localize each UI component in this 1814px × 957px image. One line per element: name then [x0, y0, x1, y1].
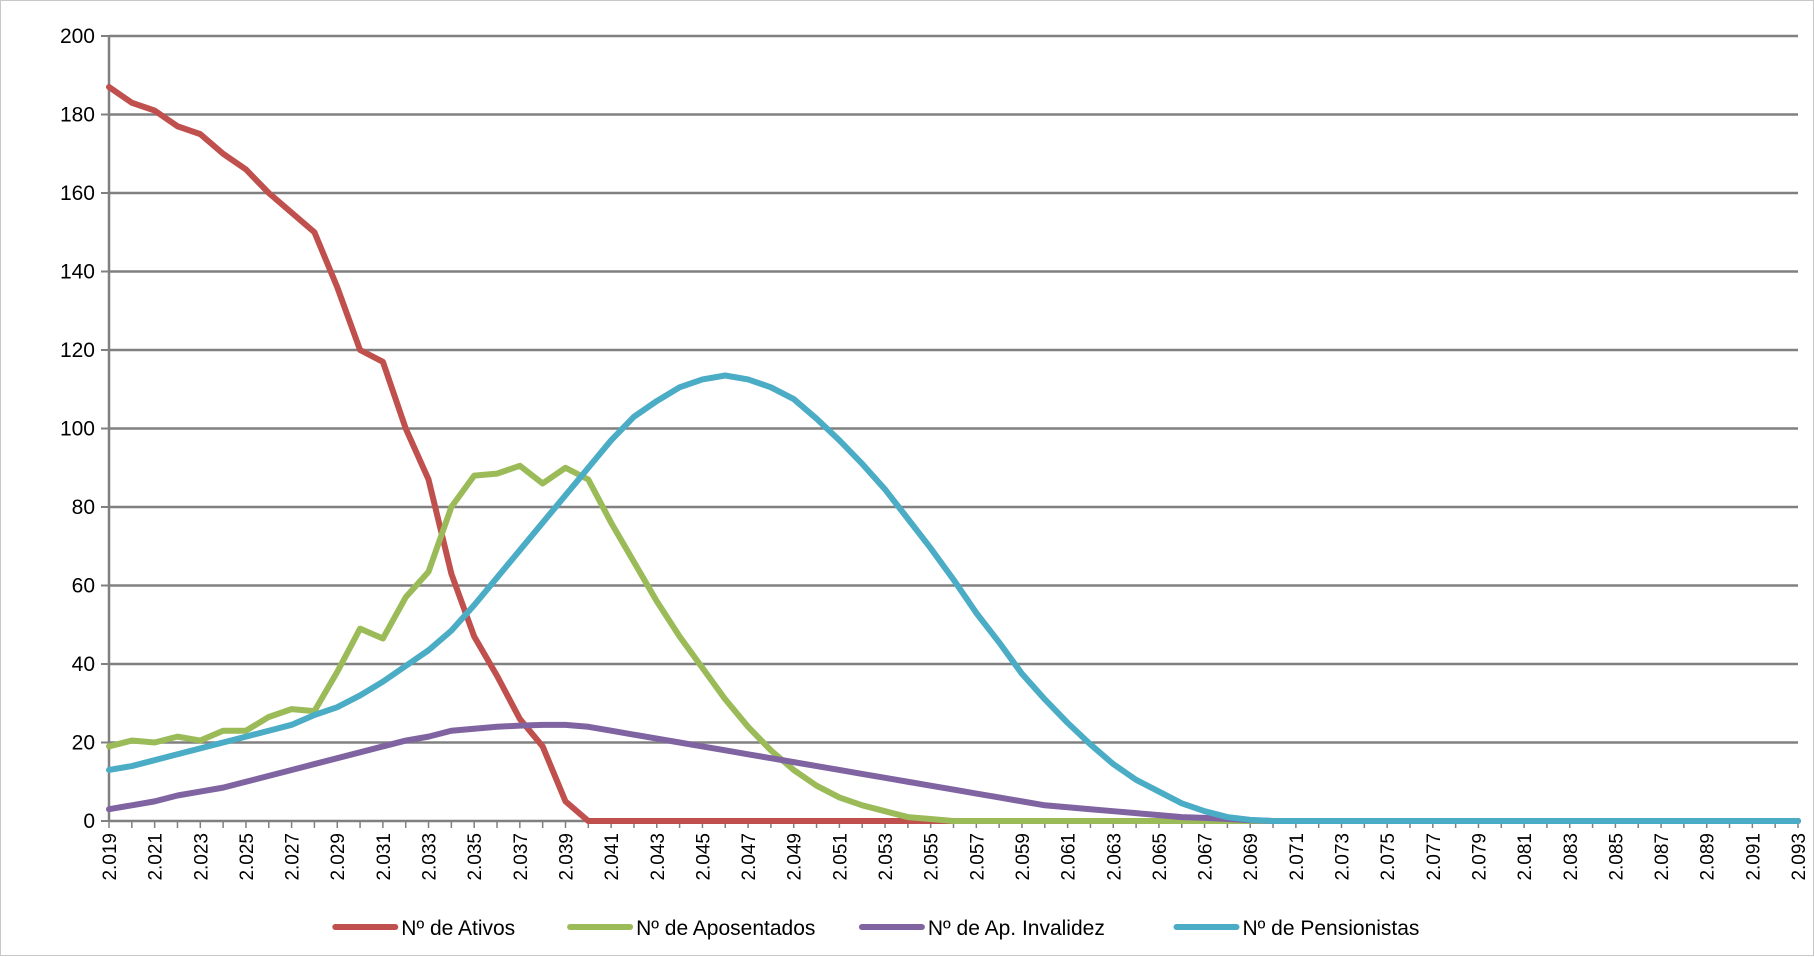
x-tick-label: 2.041: [602, 833, 623, 881]
x-tick-label: 2.029: [328, 833, 349, 881]
series-line-2: [106, 462, 1801, 824]
y-tick-label: 40: [72, 653, 95, 676]
series-line-4: [106, 372, 1801, 824]
x-tick-label: 2.023: [191, 833, 212, 881]
y-tick-label: 120: [60, 339, 95, 362]
y-tick-label: 100: [60, 418, 95, 441]
y-tick-label: 60: [72, 575, 95, 598]
y-tick-label: 200: [60, 25, 95, 48]
x-tick-label: 2.065: [1150, 833, 1171, 881]
legend: Nº de Ativos Nº de Aposentados Nº de Ap. I…: [332, 917, 1420, 940]
y-tick-label: 20: [72, 732, 95, 755]
x-tick-label: 2.021: [146, 833, 167, 881]
x-tick-label: 2.025: [237, 833, 258, 881]
y-tick-label: 140: [60, 261, 95, 284]
x-tick-label: 2.051: [830, 833, 851, 881]
x-tick-label: 2.047: [739, 833, 760, 881]
x-tick-label: 2.071: [1287, 833, 1308, 881]
series-lines: [106, 84, 1801, 824]
series-line-3: [106, 721, 1801, 824]
x-tick-label: 2.061: [1059, 833, 1080, 881]
x-tick-label: 2.085: [1606, 833, 1627, 881]
y-tick-label: 0: [83, 810, 95, 833]
gridlines: [109, 34, 1798, 744]
series-line-1: [106, 84, 1801, 824]
axes: [101, 35, 1799, 828]
x-tick-label: 2.087: [1652, 833, 1673, 881]
x-tick-label: 2.035: [465, 833, 486, 881]
x-tick-label: 2.053: [876, 833, 897, 881]
x-tick-label: 2.037: [511, 833, 532, 881]
y-tick-label: 180: [60, 104, 95, 127]
x-tick-label: 2.049: [785, 833, 806, 881]
y-tick-labels: 0 20 40 60 80 100 120 140 160 180 200: [60, 25, 95, 833]
x-tick-label: 2.057: [967, 833, 988, 881]
x-tick-labels: 2.019 2.021 2.023 2.025 2.027 2.029 2.031 2.033…: [100, 833, 1810, 881]
x-tick-label: 2.083: [1561, 833, 1582, 881]
x-tick-label: 2.075: [1378, 833, 1399, 881]
legend-label-4: Nº de Pensionistas: [1243, 917, 1420, 940]
x-tick-label: 2.033: [420, 833, 441, 881]
x-tick-label: 2.043: [648, 833, 669, 881]
x-tick-label: 2.089: [1698, 833, 1719, 881]
x-tick-label: 2.073: [1333, 833, 1354, 881]
legend-label-1: Nº de Ativos: [401, 917, 515, 940]
x-tick-label: 2.039: [556, 833, 577, 881]
x-tick-label: 2.063: [1104, 833, 1125, 881]
y-tick-label: 160: [60, 182, 95, 205]
legend-label-3: Nº de Ap. Invalidez: [928, 917, 1105, 940]
x-tick-label: 2.077: [1424, 833, 1445, 881]
y-tick-label: 80: [72, 496, 95, 519]
x-tick-label: 2.079: [1469, 833, 1490, 881]
x-tick-label: 2.027: [283, 833, 304, 881]
x-tick-label: 2.091: [1743, 833, 1764, 881]
x-tick-label: 2.045: [693, 833, 714, 881]
legend-label-2: Nº de Aposentados: [636, 917, 815, 940]
x-tick-label: 2.067: [1196, 833, 1217, 881]
x-tick-label: 2.055: [922, 833, 943, 881]
x-tick-label: 2.081: [1515, 833, 1536, 881]
x-tick-label: 2.059: [1013, 833, 1034, 881]
x-tick-label: 2.069: [1241, 833, 1262, 881]
x-tick-label: 2.031: [374, 833, 395, 881]
x-tick-label: 2.019: [100, 833, 121, 881]
x-tick-label: 2.093: [1789, 833, 1810, 881]
